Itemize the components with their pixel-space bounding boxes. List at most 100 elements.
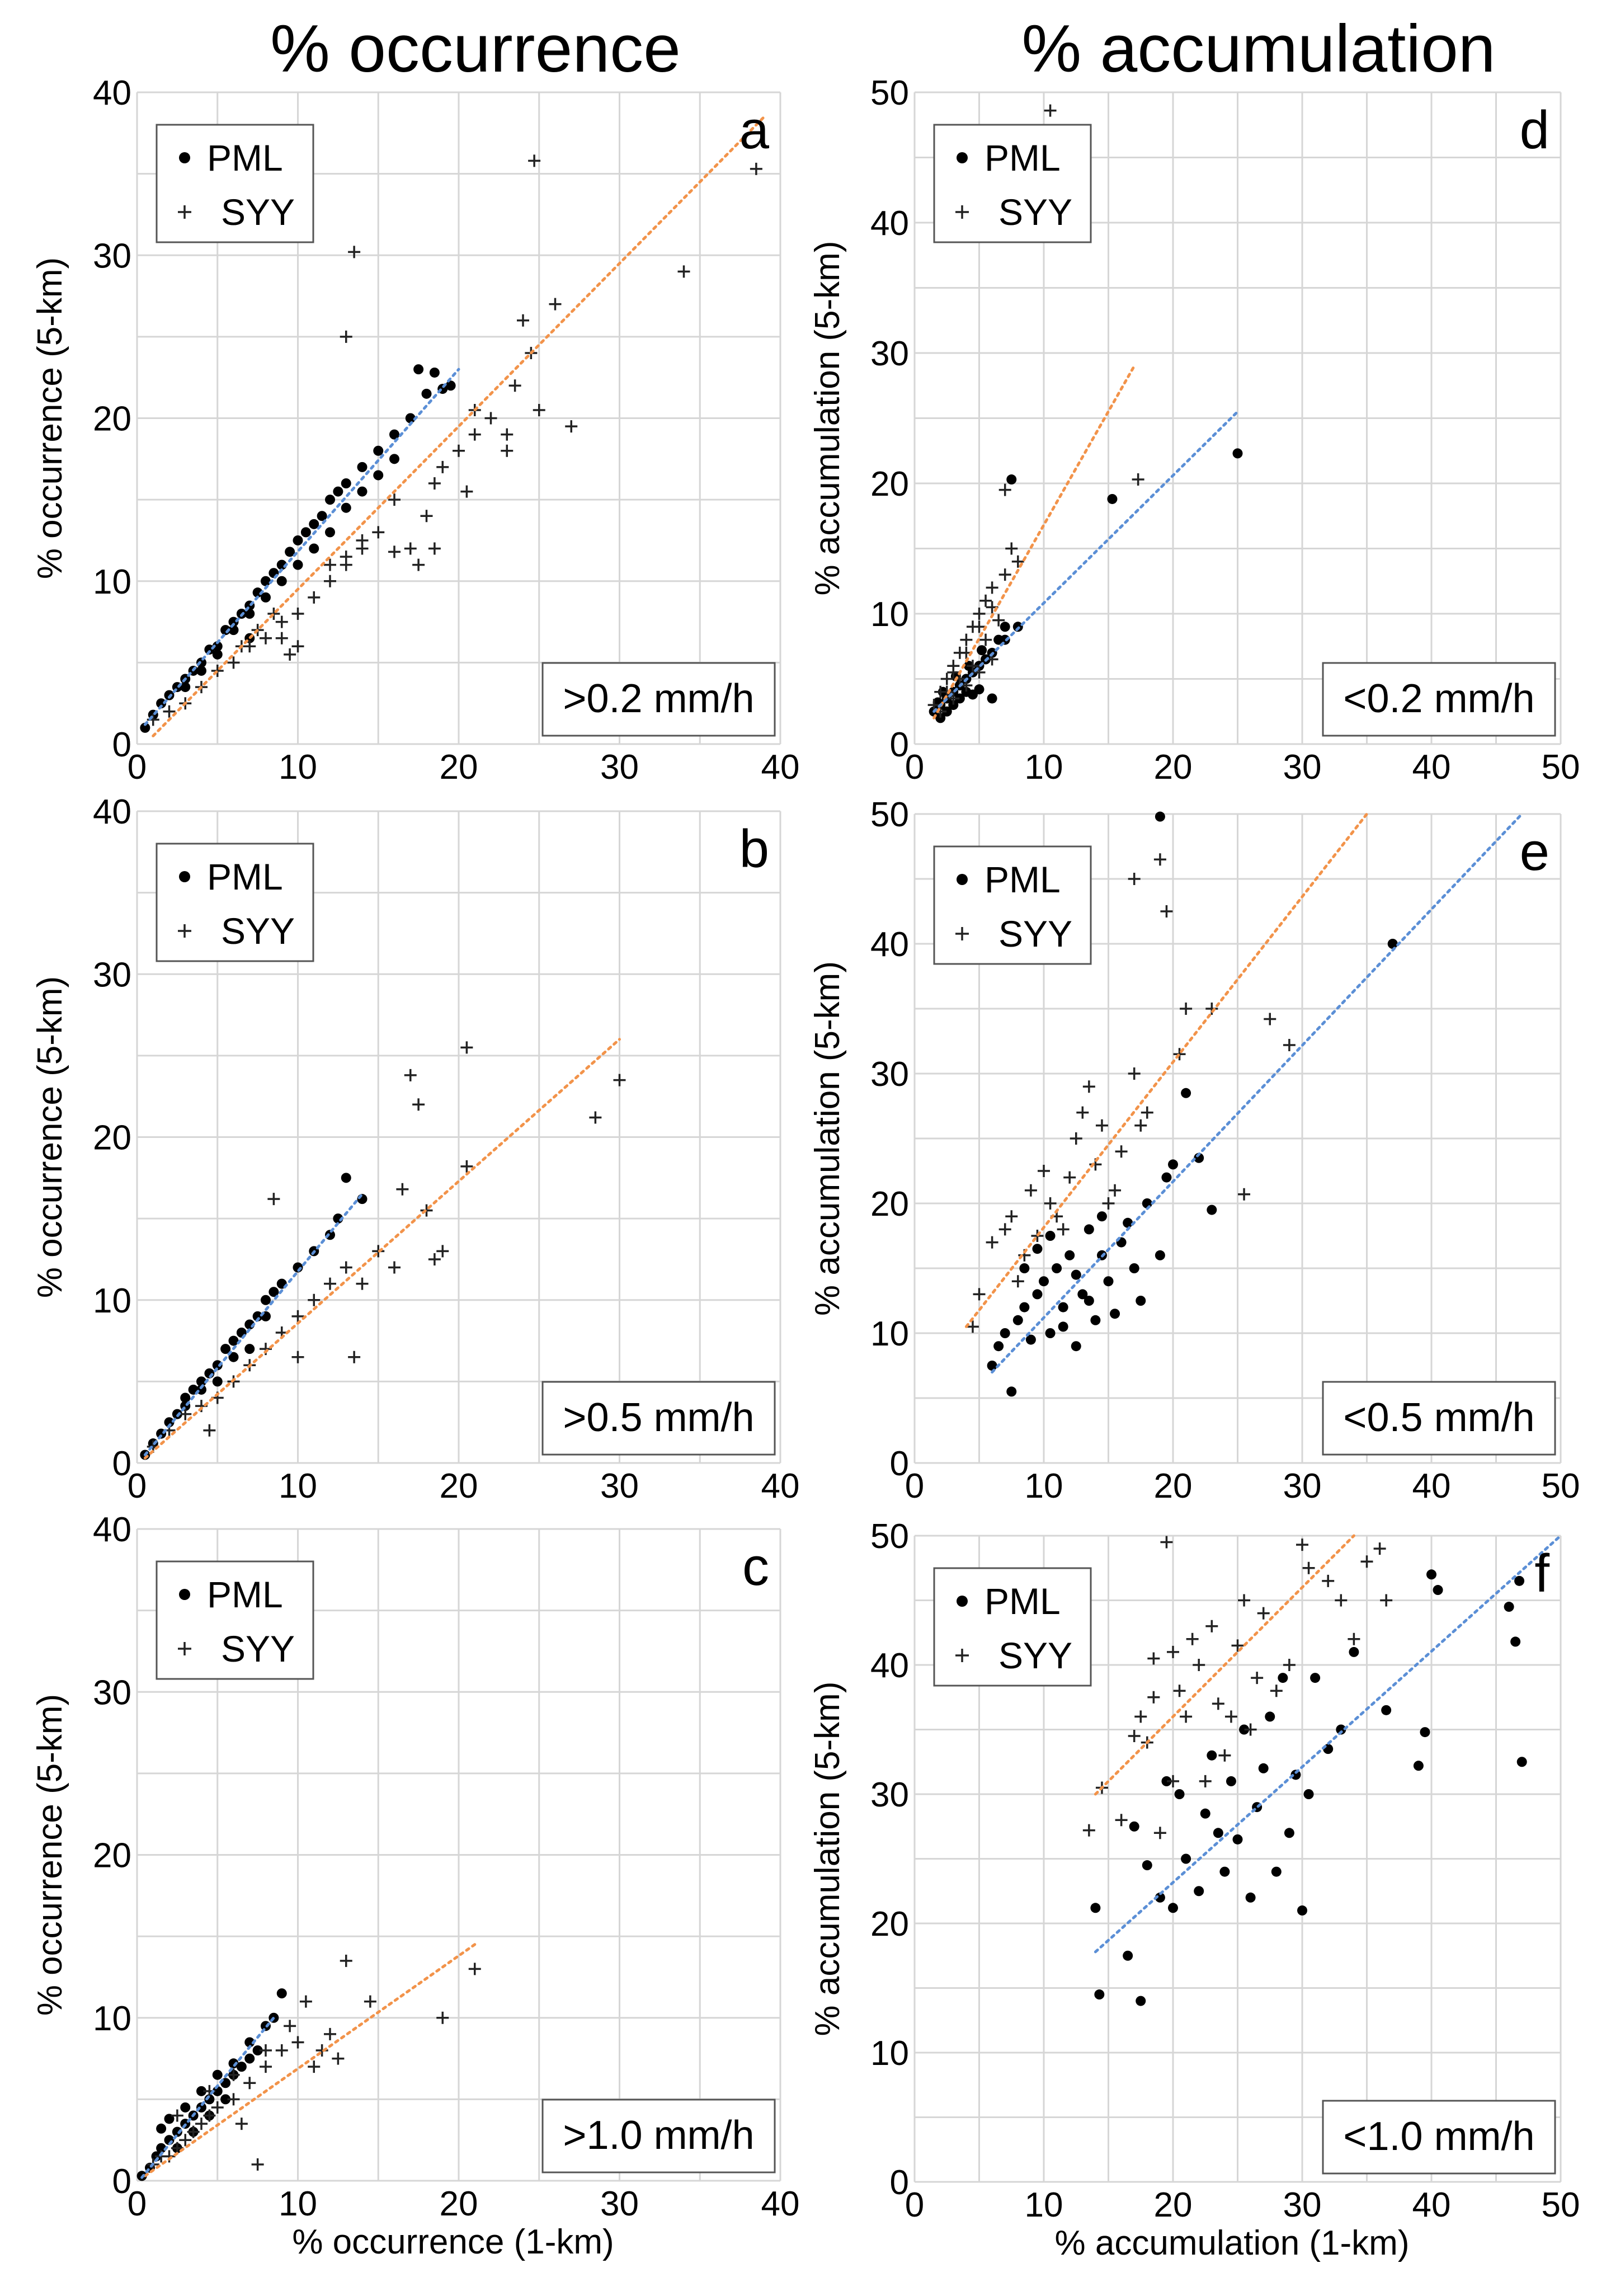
data-point-syy [388,493,401,506]
threshold-box [1322,2100,1556,2175]
data-point-syy [1173,1048,1186,1061]
data-point-pml [1084,1224,1094,1235]
threshold-box [1322,662,1556,737]
data-point-pml [1207,1750,1217,1761]
y-tick-label: 0 [112,726,131,764]
data-point-pml [309,543,319,554]
data-point-pml [333,486,343,497]
x-tick-label: 20 [440,748,478,787]
x-tick-label: 50 [1542,1467,1580,1505]
data-point-pml [285,547,295,557]
series-pml [140,1173,368,1460]
data-point-syy [291,1351,304,1363]
data-point-pml [1000,622,1010,632]
panel-label: e [1520,822,1549,882]
data-point-syy [1044,1197,1057,1210]
data-point-syy [211,2101,224,2114]
data-point-syy [284,2020,296,2032]
x-tick-label: 40 [761,2185,800,2223]
data-point-pml [1129,1263,1139,1273]
threshold-box [541,662,776,737]
threshold-label: <1.0 mm/h [1343,2114,1534,2159]
data-point-syy [1153,853,1166,866]
data-point-syy [203,2109,216,2122]
data-point-pml [357,486,368,497]
y-tick-label: 30 [870,1055,909,1094]
data-point-pml [196,665,206,676]
column-title-occurrence: % occurrence [270,11,681,86]
data-point-pml [164,1417,175,1428]
data-point-syy [613,1074,626,1086]
legend-box [933,845,1092,965]
trendline-pml [140,2016,275,2179]
data-point-pml [1142,1860,1152,1871]
data-point-pml [236,2062,247,2072]
y-tick-label: 10 [870,2034,909,2073]
data-point-syy [1264,1013,1276,1025]
legend-dot-icon [179,1589,190,1600]
data-point-pml [244,609,255,619]
data-point-syy [1360,1555,1373,1568]
y-tick-label: 30 [93,956,131,994]
data-point-pml [413,364,424,375]
data-point-pml [1039,1276,1049,1287]
x-tick-label: 0 [905,2186,924,2224]
data-point-pml [1336,1724,1346,1735]
data-point-syy [1335,1594,1348,1607]
data-point-syy [227,656,240,669]
data-point-pml [1136,1996,1146,2006]
y-tick-label: 40 [93,1511,131,1549]
data-point-syy [1283,1659,1296,1671]
x-tick-label: 0 [128,748,147,787]
data-point-pml [1058,1321,1068,1332]
data-point-syy [1109,1184,1122,1197]
data-point-pml [156,698,167,709]
data-point-pml [212,649,223,660]
data-point-pml [268,1287,279,1297]
data-point-pml [325,495,335,505]
data-point-syy [1302,1561,1315,1574]
x-tick-label: 30 [600,2185,639,2223]
data-point-syy [428,477,441,490]
data-point-syy [973,620,986,633]
data-point-pml [293,535,303,545]
data-point-pml [196,2086,206,2096]
x-tick-label: 40 [761,748,800,787]
data-point-syy [340,1954,352,1967]
data-point-pml [180,1392,191,1403]
data-point-syy [1024,1184,1037,1197]
data-point-pml [196,1376,206,1387]
data-point-syy [267,1193,280,1206]
data-point-syy [468,428,481,441]
data-point-pml [1381,1705,1392,1715]
data-point-pml [1064,1250,1075,1260]
data-point-pml [1516,1757,1527,1767]
data-point-syy [508,379,521,392]
data-point-pml [228,1335,239,1346]
data-point-syy [986,1236,998,1249]
series-syy [147,154,762,726]
trendline-pml [1094,1534,1562,1954]
data-point-pml [1155,1892,1165,1903]
data-point-syy [291,2036,304,2049]
data-point-syy [1011,555,1024,568]
data-point-syy [986,581,998,594]
data-point-pml [261,1295,271,1305]
data-point-syy [1180,1003,1193,1015]
data-point-syy [260,632,272,644]
data-point-pml [1161,1172,1172,1183]
data-point-syy [388,545,401,558]
y-tick-label: 20 [93,400,131,439]
data-point-pml [1349,1646,1359,1657]
data-point-pml [1426,1569,1436,1580]
data-point-pml [220,1344,231,1354]
data-point-pml [357,462,368,472]
data-point-syy [1257,1607,1270,1620]
data-point-pml [445,380,456,391]
data-point-pml [1012,1315,1023,1325]
data-point-syy [1205,1003,1218,1015]
data-point-syy [1057,1223,1070,1236]
data-point-syy [1153,1827,1166,1839]
x-tick-label: 0 [128,1467,147,1505]
data-point-pml [261,592,271,603]
